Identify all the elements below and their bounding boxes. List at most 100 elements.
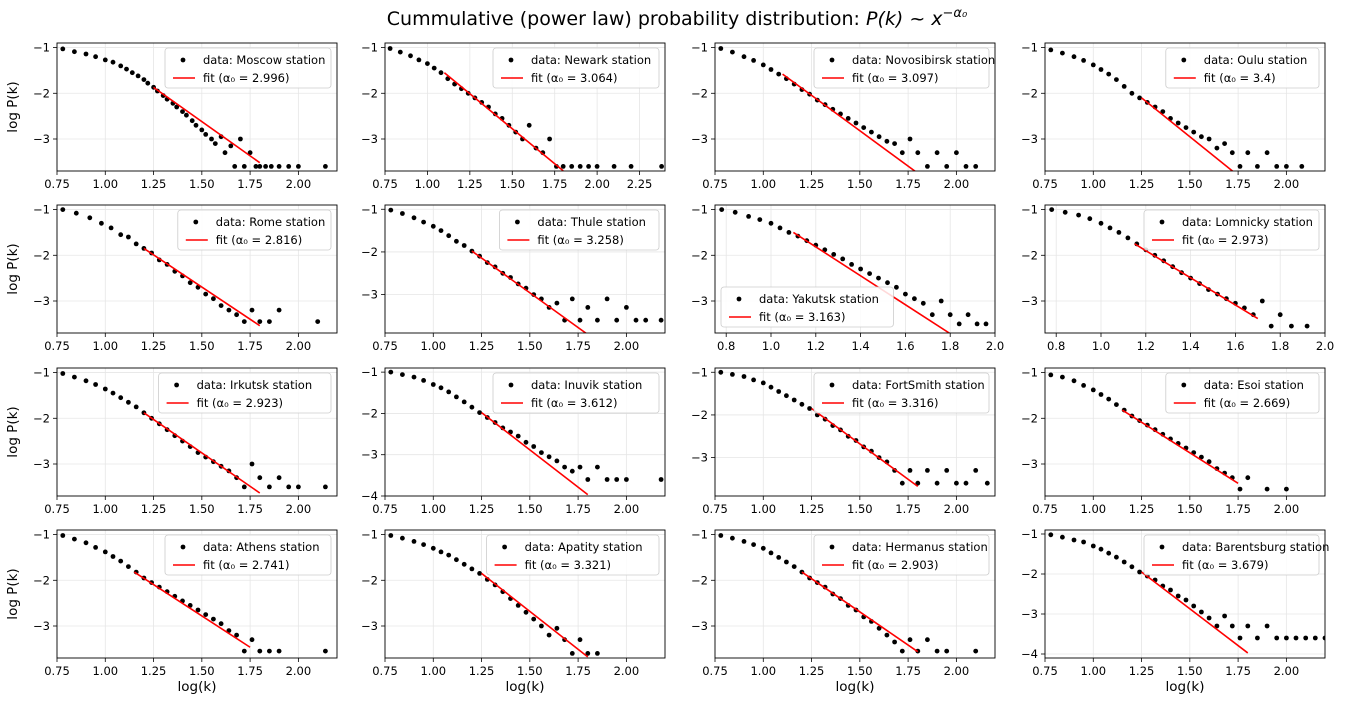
fit-line [811, 407, 919, 487]
x-tick-label: 1.75 [542, 177, 568, 191]
data-point [786, 230, 792, 235]
data-point [195, 607, 201, 613]
y-tick-label: −1 [691, 41, 708, 55]
x-axis-label: log(k) [506, 679, 545, 695]
x-tick-label: 1.75 [237, 339, 263, 353]
data-point [187, 603, 193, 608]
data-point [1137, 95, 1142, 101]
x-tick-label: 1.4 [1181, 339, 1199, 353]
data-point [569, 164, 575, 169]
data-point [858, 266, 863, 272]
data-point [560, 164, 566, 169]
y-tick-label: −3 [691, 619, 708, 633]
data-point [784, 559, 789, 565]
subplot-apatity: 0.75 1.00 1.25 1.50 1.75 2.00 −1 −2 −3 log(k) data… [361, 528, 666, 695]
y-tick-label: −2 [1021, 86, 1038, 100]
data-point [267, 484, 272, 490]
legend-data-label: data: Rome station [216, 215, 325, 229]
data-point [438, 385, 444, 391]
data-point [791, 564, 797, 569]
data-point [577, 637, 583, 643]
fit-line [153, 86, 261, 164]
data-point [1264, 150, 1270, 156]
data-point [1237, 486, 1243, 492]
legend-box [164, 47, 332, 89]
legend-data-label: data: Newark station [531, 53, 651, 67]
data-point [947, 312, 953, 318]
data-point [1106, 550, 1112, 556]
legend-fit-label: fit (α₀ = 3.612) [531, 396, 617, 410]
legend-fit-label: fit (α₀ = 3.064) [531, 71, 617, 85]
y-tick-label: −3 [1021, 132, 1038, 146]
data-point [925, 637, 930, 643]
y-tick-label: −3 [1021, 457, 1038, 471]
x-tick-label: 2.00 [944, 502, 970, 516]
legend: data: Hermanus station fit (α₀ = 2.903) [813, 534, 990, 576]
data-point [1264, 623, 1270, 629]
y-tick-label: −1 [33, 203, 50, 217]
data-point [760, 545, 766, 551]
x-tick-label: 1.25 [469, 502, 495, 516]
legend-box [492, 47, 660, 89]
data-point [446, 389, 452, 395]
subplot-irkutsk: 0.75 1.00 1.25 1.50 1.75 2.00 −1 −2 −3 log P(k) da… [5, 366, 338, 516]
data-point [232, 164, 238, 169]
y-tick-label: −2 [361, 573, 378, 587]
data-point [547, 136, 552, 142]
data-point [1268, 323, 1274, 329]
y-tick-label: −2 [1021, 411, 1038, 425]
data-point [869, 129, 874, 135]
y-tick-label: −2 [691, 408, 708, 422]
data-point [741, 539, 747, 544]
data-point [400, 211, 405, 216]
fit-line [481, 411, 589, 496]
data-point [125, 234, 131, 240]
data-point [1214, 623, 1220, 629]
data-point [944, 648, 950, 654]
data-point [1199, 454, 1204, 460]
data-point [388, 207, 394, 213]
data-point [408, 53, 413, 59]
figure-title-prefix: Cummulative (power law) probability dist… [387, 8, 866, 30]
data-point [118, 558, 124, 564]
data-point [400, 372, 405, 377]
legend-box [177, 209, 332, 251]
data-point [263, 164, 268, 169]
data-point [193, 122, 199, 128]
fit-line [471, 250, 588, 333]
legend-data-marker [829, 57, 835, 63]
data-point [899, 648, 905, 654]
subplot-athens: 0.75 1.00 1.25 1.50 1.75 2.00 −1 −2 −3 log P(k) lo… [5, 528, 338, 695]
data-point [184, 112, 189, 118]
data-point [658, 477, 664, 482]
data-point [1191, 129, 1197, 135]
x-tick-label: 2.00 [286, 502, 312, 516]
data-point [876, 625, 882, 631]
legend: data: Yakutsk station fit (α₀ = 3.163) [720, 286, 894, 328]
data-point [925, 164, 930, 169]
x-tick-label: 2.00 [1274, 664, 1300, 678]
x-tick-label: 1.00 [750, 177, 776, 191]
y-tick-label: −2 [691, 573, 708, 587]
legend-data-label: data: Inuvik station [531, 378, 642, 392]
data-point [1106, 71, 1112, 77]
axes-frame [56, 204, 338, 334]
data-point [425, 61, 430, 66]
x-tick-label: 0.8 [717, 339, 735, 353]
data-point [903, 291, 908, 297]
data-point [718, 46, 724, 51]
x-tick-label: 2.00 [1274, 502, 1300, 516]
legend: data: FortSmith station fit (α₀ = 3.316) [813, 372, 990, 414]
legend-fit-label: fit (α₀ = 3.679) [1182, 558, 1268, 572]
x-tick-label: 2.00 [286, 177, 312, 191]
data-point [925, 468, 930, 473]
x-tick-label: 1.6 [896, 339, 914, 353]
data-point [1245, 623, 1251, 629]
data-point [323, 484, 328, 490]
data-point [257, 319, 263, 324]
x-tick-label: 1.25 [799, 502, 825, 516]
data-point [1090, 62, 1096, 68]
data-point [1049, 207, 1055, 213]
x-axis-label: log(k) [178, 679, 217, 695]
data-point [920, 300, 926, 306]
